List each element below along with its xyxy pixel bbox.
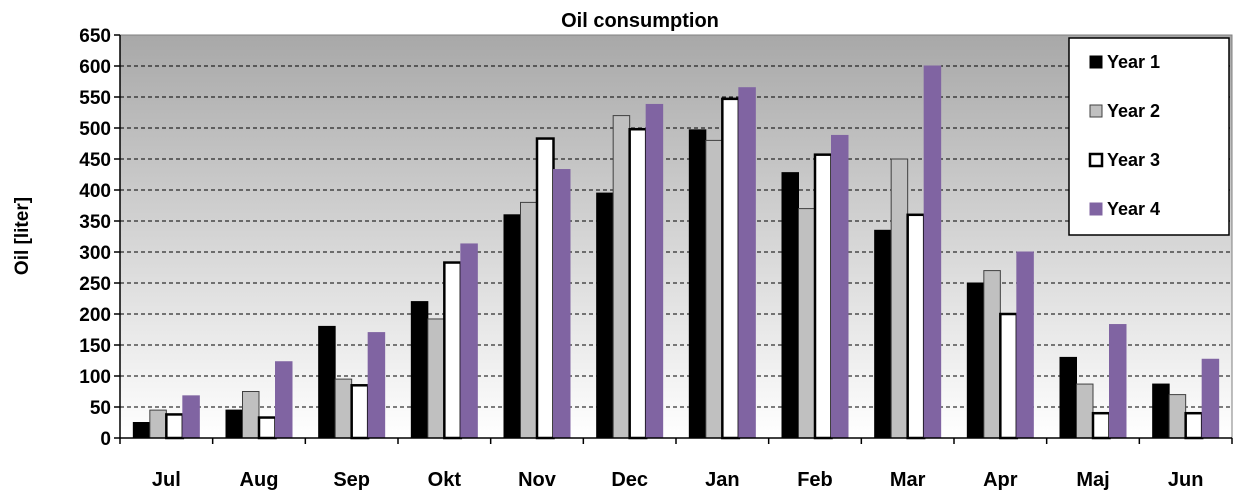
bar-jun-year-1 [1152, 383, 1170, 439]
bar-feb-year-2 [798, 208, 816, 439]
x-tick-label: Feb [797, 469, 833, 491]
legend-label: Year 3 [1107, 150, 1160, 170]
x-tick-label: Apr [983, 469, 1018, 491]
bar-feb-year-3 [813, 153, 833, 440]
bar-feb-year-4 [831, 134, 849, 439]
bar-jul-year-2 [149, 409, 167, 439]
bar-jan-year-1 [688, 129, 707, 439]
bar-sep-year-2 [334, 378, 353, 439]
bar-aug-year-1 [225, 409, 243, 439]
y-tick-label: 550 [79, 88, 111, 109]
bar-jul-year-4 [182, 395, 200, 439]
bar-apr-year-4 [1016, 251, 1034, 439]
bar-dec-year-2 [612, 115, 631, 439]
x-tick-label: Nov [518, 469, 557, 491]
bar-mar-year-3 [906, 213, 926, 440]
bar-maj-year-4 [1109, 324, 1127, 439]
plot-area [119, 34, 1233, 439]
bar-okt-year-2 [427, 318, 445, 439]
bar-nov-year-2 [520, 201, 538, 439]
legend-box [1068, 37, 1230, 236]
y-tick-label: 150 [79, 336, 111, 357]
bar-jun-year-2 [1168, 394, 1187, 439]
x-tick-label: Aug [240, 469, 279, 491]
bar-apr-year-3 [999, 312, 1019, 440]
x-tick-label: Dec [611, 469, 648, 491]
bar-mar-year-1 [874, 229, 892, 439]
bar-jan-year-4 [738, 87, 756, 439]
bar-dec-year-4 [645, 103, 664, 439]
legend-label: Year 4 [1107, 199, 1160, 219]
y-axis-ticks: 0 50 100 150 200 250 300 350 400 450 500 550 600 650 [79, 26, 120, 450]
bar-sep-year-1 [318, 325, 336, 439]
bar-jun-year-3 [1184, 411, 1204, 440]
bar-apr-year-1 [966, 282, 985, 439]
y-tick-label: 450 [79, 150, 111, 171]
bar-jul-year-1 [132, 422, 151, 439]
bar-aug-year-4 [275, 361, 293, 439]
bar-okt-year-3 [443, 261, 463, 440]
x-tick-label: Jul [152, 469, 181, 491]
x-tick-label: Maj [1076, 469, 1109, 491]
bar-dec-year-3 [628, 127, 648, 440]
bar-okt-year-4 [460, 243, 478, 439]
bar-jan-year-2 [705, 139, 723, 439]
bar-apr-year-2 [983, 270, 1001, 439]
legend-swatch [1089, 202, 1103, 216]
legend-swatch [1088, 152, 1104, 168]
bar-feb-year-1 [781, 172, 799, 439]
bar-jan-year-3 [721, 97, 741, 440]
bar-aug-year-2 [242, 391, 260, 439]
legend-label: Year 2 [1107, 101, 1160, 121]
bar-okt-year-1 [410, 301, 429, 439]
y-axis-label: Oil [liter] [12, 197, 33, 275]
legend-label: Year 1 [1107, 52, 1160, 72]
legend-swatch [1089, 55, 1103, 69]
bar-nov-year-3 [535, 137, 555, 440]
y-tick-label: 350 [79, 212, 111, 233]
bar-maj-year-3 [1091, 411, 1111, 440]
y-tick-label: 250 [79, 274, 111, 295]
x-tick-label: Mar [890, 469, 926, 491]
y-tick-label: 50 [90, 398, 111, 419]
bar-jul-year-3 [165, 413, 185, 440]
y-tick-label: 0 [100, 429, 111, 450]
bar-dec-year-1 [596, 192, 614, 439]
bar-nov-year-4 [553, 169, 571, 439]
y-tick-label: 600 [79, 57, 111, 78]
x-axis-labels: Jul Aug Sep Okt Nov Dec Jan Feb Mar Apr Maj Jun [119, 438, 1233, 491]
chart-title: Oil consumption [561, 10, 719, 32]
bar-sep-year-3 [350, 384, 370, 440]
bar-aug-year-3 [257, 416, 277, 440]
bar-maj-year-1 [1059, 356, 1077, 439]
bar-mar-year-4 [923, 65, 942, 439]
bar-nov-year-1 [503, 214, 521, 439]
y-tick-label: 100 [79, 367, 111, 388]
legend: Year 1 Year 2 Year 3 Year 4 [1068, 37, 1230, 236]
bar-maj-year-2 [1076, 383, 1094, 439]
x-tick-label: Jan [705, 469, 739, 491]
y-tick-label: 400 [79, 181, 111, 202]
x-tick-label: Sep [333, 469, 370, 491]
gridlines [120, 65, 1232, 408]
bar-jun-year-4 [1201, 358, 1220, 439]
legend-swatch [1089, 104, 1103, 118]
bar-mar-year-2 [890, 158, 909, 439]
x-tick-label: Okt [428, 469, 462, 491]
y-tick-label: 300 [79, 243, 111, 264]
y-tick-label: 500 [79, 119, 111, 140]
x-tick-label: Jun [1168, 469, 1204, 491]
bar-sep-year-4 [367, 332, 386, 439]
y-tick-label: 200 [79, 305, 111, 326]
y-tick-label: 650 [79, 26, 111, 47]
